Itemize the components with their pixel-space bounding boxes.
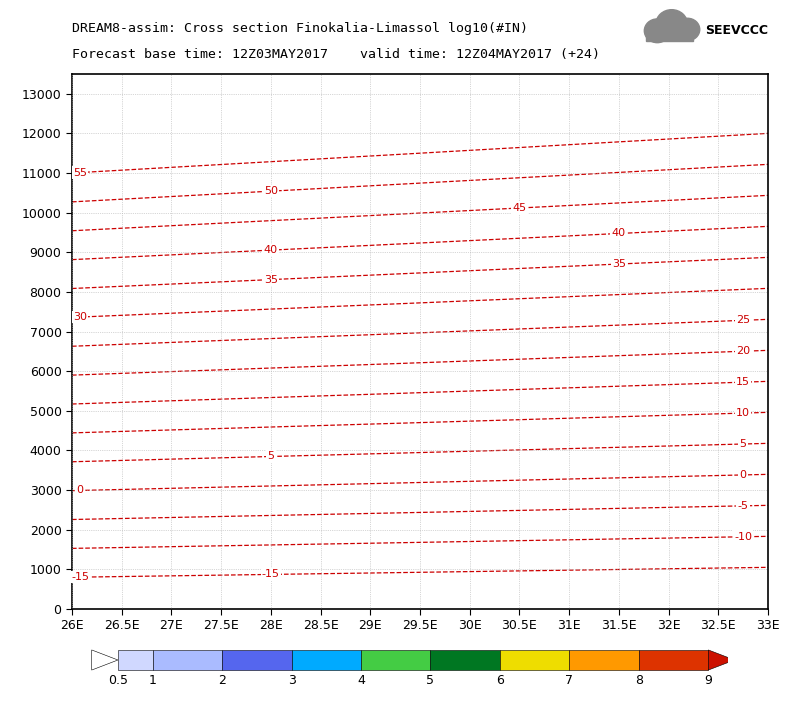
- Text: -10: -10: [734, 532, 752, 542]
- Text: 3: 3: [288, 674, 295, 686]
- Text: 7: 7: [566, 674, 574, 686]
- Text: 10: 10: [736, 408, 750, 418]
- Text: 2: 2: [218, 674, 226, 686]
- Text: -5: -5: [738, 501, 749, 511]
- Text: 40: 40: [264, 245, 278, 255]
- Circle shape: [644, 19, 670, 43]
- Bar: [646, 28, 694, 42]
- Text: 1: 1: [149, 674, 157, 686]
- Text: 8: 8: [635, 674, 643, 686]
- Circle shape: [656, 10, 687, 39]
- Bar: [153, 650, 222, 670]
- Text: 5: 5: [740, 439, 746, 449]
- Bar: [570, 650, 639, 670]
- Text: 20: 20: [736, 346, 750, 356]
- Text: 55: 55: [73, 168, 87, 177]
- Bar: [361, 650, 430, 670]
- Text: 25: 25: [736, 315, 750, 325]
- Text: 40: 40: [612, 229, 626, 239]
- Bar: [639, 650, 708, 670]
- Bar: [291, 650, 361, 670]
- Bar: [118, 650, 153, 670]
- Text: 0: 0: [77, 486, 83, 496]
- Text: 50: 50: [264, 186, 278, 196]
- Text: 15: 15: [736, 377, 750, 387]
- Text: 0.5: 0.5: [108, 674, 128, 686]
- Text: 45: 45: [512, 203, 526, 213]
- Circle shape: [675, 18, 700, 41]
- Text: 30: 30: [73, 312, 87, 322]
- Text: -15: -15: [71, 572, 89, 582]
- Text: 6: 6: [496, 674, 504, 686]
- Polygon shape: [92, 650, 118, 670]
- Text: SEEVCCC: SEEVCCC: [705, 25, 768, 37]
- Text: 5: 5: [426, 674, 434, 686]
- Text: 35: 35: [612, 259, 626, 269]
- Bar: [500, 650, 570, 670]
- Text: 0: 0: [740, 470, 746, 480]
- Text: 9: 9: [704, 674, 712, 686]
- Text: 4: 4: [357, 674, 365, 686]
- Text: 5: 5: [267, 451, 274, 462]
- Text: DREAM8-assim: Cross section Finokalia-Limassol log10(#IN): DREAM8-assim: Cross section Finokalia-Li…: [72, 23, 528, 35]
- Text: 35: 35: [264, 275, 278, 284]
- Text: Forecast base time: 12Z03MAY2017    valid time: 12Z04MAY2017 (+24): Forecast base time: 12Z03MAY2017 valid t…: [72, 49, 600, 61]
- Polygon shape: [708, 650, 734, 670]
- Text: -15: -15: [262, 570, 280, 579]
- Bar: [222, 650, 291, 670]
- Bar: [430, 650, 500, 670]
